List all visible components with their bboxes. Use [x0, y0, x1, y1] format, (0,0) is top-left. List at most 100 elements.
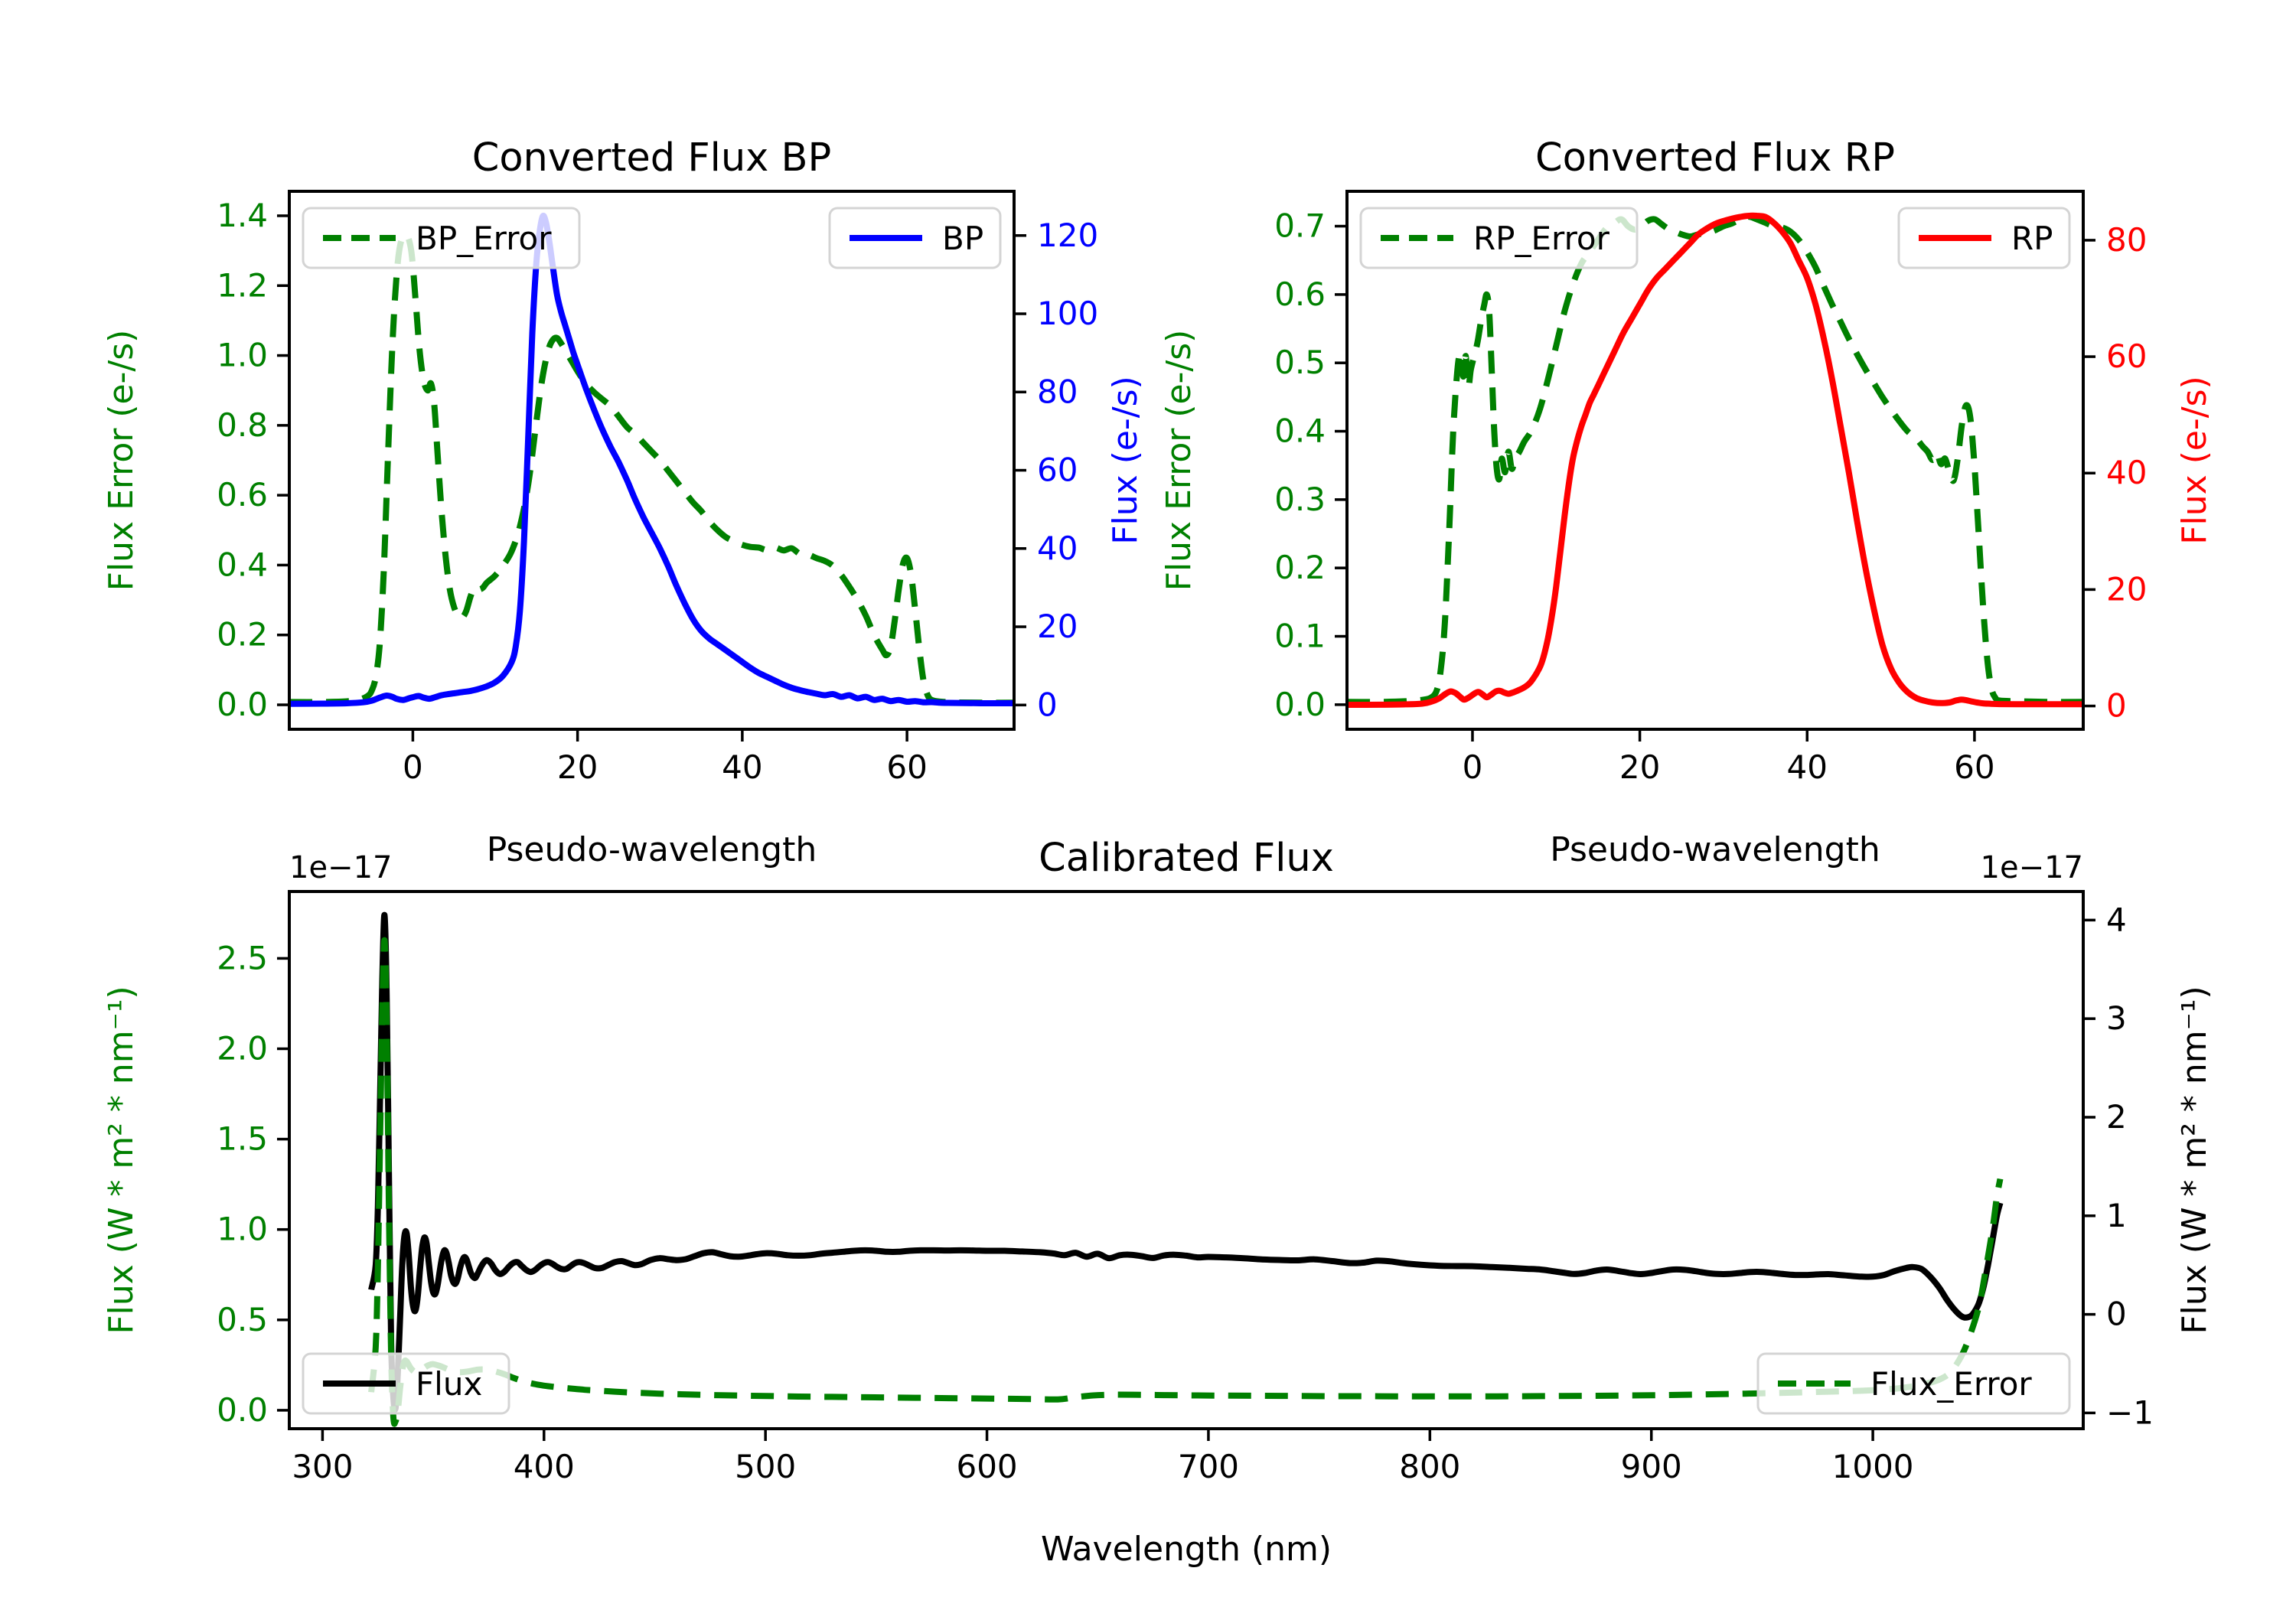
x-tick-label: 20: [1619, 748, 1660, 786]
left-y-tick-label: 1.0: [217, 337, 268, 374]
left-y-axis-label: Flux (W * m² * nm⁻¹): [102, 986, 141, 1334]
series-RP_Error-line: [1347, 214, 2083, 706]
left-y-tick-label: 0.3: [1274, 481, 1326, 518]
right-y-tick-label: 100: [1037, 295, 1098, 332]
left-axis-offset-text: 1e−17: [289, 850, 392, 885]
left-y-tick-label: 1.4: [217, 197, 268, 234]
right-y-tick-label: 80: [2106, 221, 2147, 259]
legend-RP_Error: RP_Error: [1359, 207, 1639, 269]
axes-spines: [1345, 190, 2085, 731]
left-y-axis-ticks: 0.0 0.1 0.2 0.3 0.4 0.5 0.6 0.7: [1274, 207, 1347, 723]
left-y-tick-label: 1.5: [217, 1120, 268, 1158]
left-y-axis-ticks: 0.0 0.5 1.0 1.5 2.0 2.5: [217, 939, 289, 1429]
legend-BP: BP: [828, 207, 1002, 269]
x-axis-label: Pseudo-wavelength: [487, 830, 817, 869]
legend-Flux: Flux: [302, 1352, 510, 1415]
left-y-tick-label: 0.2: [1274, 549, 1326, 586]
legend-label: BP: [942, 220, 983, 257]
left-y-tick-label: 0.0: [217, 1391, 268, 1429]
legend-box: [1359, 207, 1639, 269]
series-BP_Error-line: [289, 231, 1014, 706]
legend-label: Flux_Error: [1870, 1365, 2032, 1403]
x-tick-label: 60: [1954, 748, 1994, 786]
right-y-tick-label: 1: [2106, 1197, 2127, 1234]
legend-RP: RP: [1897, 207, 2071, 269]
x-tick-label: 20: [557, 748, 598, 786]
legend-Flux_Error: Flux_Error: [1756, 1352, 2071, 1415]
right-y-tick-label: 2: [2106, 1098, 2127, 1136]
left-y-tick-label: 2.5: [217, 939, 268, 976]
left-y-tick-label: 0.1: [1274, 618, 1326, 655]
right-y-tick-label: 20: [2106, 570, 2147, 608]
left-y-tick-label: 2.0: [217, 1029, 268, 1067]
left-y-tick-label: 1.0: [217, 1211, 268, 1248]
right-y-tick-label: 20: [1037, 608, 1078, 645]
right-y-tick-label: −1: [2106, 1393, 2154, 1431]
left-y-tick-label: 1.2: [217, 266, 268, 304]
left-y-tick-label: 0.4: [217, 546, 268, 583]
x-tick-label: 1000: [1832, 1448, 1914, 1485]
x-tick-label: 300: [292, 1448, 353, 1485]
legend-label: RP: [2011, 220, 2053, 257]
right-y-tick-label: 40: [1037, 530, 1078, 567]
right-y-tick-label: 4: [2106, 901, 2127, 938]
series-Flux_Error-line: [368, 937, 2004, 1427]
left-y-axis-ticks: 0.0 0.2 0.4 0.6 0.8 1.0 1.2 1.4: [217, 197, 289, 723]
x-axis-ticks: 0 20 40 60: [403, 729, 928, 786]
x-tick-label: 800: [1399, 1448, 1460, 1485]
left-y-tick-label: 0.6: [1274, 275, 1326, 313]
right-y-tick-label: 0: [2106, 687, 2127, 725]
x-tick-label: 40: [1787, 748, 1828, 786]
x-tick-label: 40: [722, 748, 762, 786]
left-y-tick-label: 0.5: [217, 1301, 268, 1338]
x-tick-label: 400: [514, 1448, 575, 1485]
left-y-tick-label: 0.2: [217, 616, 268, 654]
chart-converted-flux-bp: 0 20 40 60 0.0 0.2 0.4 0.6 0.8 1.0 1.2 1.4 0 20 40 60 80…: [102, 135, 1145, 869]
left-y-tick-label: 0.0: [1274, 686, 1326, 723]
plot-title: Calibrated Flux: [1039, 836, 1334, 881]
x-axis-ticks: 300 400 500 600 700 800 900 1000: [292, 1429, 1914, 1485]
right-y-tick-label: 0: [1037, 686, 1058, 723]
x-axis-ticks: 0 20 40 60: [1463, 729, 1995, 786]
series-RP-line: [1347, 212, 2083, 709]
series-Flux-line: [368, 911, 2004, 1413]
plot-title: Converted Flux BP: [472, 135, 832, 181]
left-y-tick-label: 0.5: [1274, 344, 1326, 381]
right-y-axis-label: Flux (W * m² * nm⁻¹): [2175, 986, 2214, 1334]
right-axis-offset-text: 1e−17: [1981, 850, 2083, 885]
x-tick-label: 60: [886, 748, 927, 786]
x-tick-label: 600: [956, 1448, 1017, 1485]
x-tick-label: 500: [735, 1448, 796, 1485]
axes-spines: [288, 890, 2085, 1430]
x-tick-label: 0: [403, 748, 423, 786]
right-y-tick-label: 60: [1037, 451, 1078, 489]
left-y-tick-label: 0.7: [1274, 207, 1326, 245]
legend-label: Flux: [416, 1365, 482, 1403]
x-tick-label: 700: [1178, 1448, 1239, 1485]
series-BP-line: [289, 212, 1014, 707]
legend-label: BP_Error: [416, 220, 552, 257]
x-axis-label: Wavelength (nm): [1041, 1530, 1332, 1569]
legend-box: [1756, 1352, 2071, 1415]
plot-title: Converted Flux RP: [1535, 135, 1895, 181]
legend-box: [302, 207, 581, 269]
left-y-tick-label: 0.6: [217, 476, 268, 513]
legend-label: RP_Error: [1473, 220, 1610, 257]
right-y-axis-ticks: −1 0 1 2 3 4: [2083, 901, 2154, 1431]
right-y-axis-ticks: 0 20 40 60 80: [2083, 221, 2147, 725]
chart-converted-flux-rp: 0 20 40 60 0.0 0.1 0.2 0.3 0.4 0.5 0.6 0.7 0 20 40 60 80…: [1159, 135, 2214, 869]
x-axis-label: Pseudo-wavelength: [1550, 830, 1880, 869]
right-y-axis-label: Flux (e-/s): [2175, 376, 2214, 544]
right-y-tick-label: 80: [1037, 373, 1078, 410]
right-y-tick-label: 60: [2106, 337, 2147, 375]
left-y-tick-label: 0.4: [1274, 412, 1326, 450]
right-y-axis-label: Flux (e-/s): [1106, 376, 1145, 544]
axes-spines: [288, 190, 1016, 731]
legend-BP_Error: BP_Error: [302, 207, 581, 269]
left-y-axis-label: Flux Error (e-/s): [102, 330, 141, 592]
right-y-tick-label: 3: [2106, 999, 2127, 1037]
chart-calibrated-flux: 300 400 500 600 700 800 900 1000 0.0 0.5 1.0 1.5 2.0…: [102, 836, 2214, 1569]
legend-box: [302, 1352, 510, 1415]
